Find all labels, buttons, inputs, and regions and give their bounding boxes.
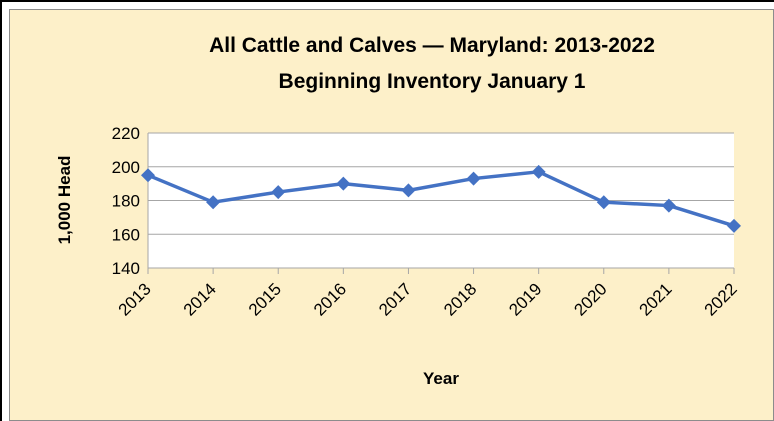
y-tick-label: 180 — [112, 192, 140, 211]
data-point-marker — [401, 183, 416, 198]
data-point-marker — [141, 168, 155, 183]
x-tick-label: 2019 — [505, 279, 545, 319]
chart-title: All Cattle and Calves — Maryland: 2013-2… — [209, 34, 655, 57]
data-point-marker — [206, 195, 221, 210]
x-axis-label: Year — [423, 369, 459, 388]
x-tick-label: 2014 — [180, 279, 220, 319]
y-tick-label: 200 — [112, 158, 140, 177]
series-group — [141, 164, 741, 233]
y-tick-label: 220 — [112, 124, 140, 143]
series-line — [147, 170, 735, 228]
x-tick-label: 2016 — [310, 279, 350, 319]
y-tick-labels: 140 160 180 200 220 — [112, 124, 140, 278]
data-point-marker — [531, 164, 546, 179]
x-tick-label: 2015 — [245, 279, 285, 319]
data-point-marker — [466, 171, 481, 186]
chart-subtitle: Beginning Inventory January 1 — [279, 70, 586, 93]
x-tick-labels: 2013 2014 2015 2016 2017 2018 2019 2020 2021 2022 — [115, 279, 741, 319]
data-point-marker — [336, 176, 351, 191]
data-point-marker — [661, 198, 676, 213]
y-tick-label: 140 — [112, 259, 140, 278]
y-tick-label: 160 — [112, 225, 140, 244]
data-point-marker — [596, 195, 611, 210]
x-tick-label: 2022 — [701, 279, 741, 319]
gridlines — [147, 132, 735, 274]
x-tick-label: 2017 — [375, 279, 415, 319]
data-point-marker — [271, 185, 286, 200]
x-tick-label: 2021 — [636, 279, 676, 319]
x-tick-label: 2013 — [115, 279, 155, 319]
y-axis-label: 1,000 Head — [55, 156, 74, 245]
data-point-marker — [727, 218, 741, 233]
x-tick-label: 2020 — [570, 279, 610, 319]
x-tick-label: 2018 — [440, 279, 480, 319]
